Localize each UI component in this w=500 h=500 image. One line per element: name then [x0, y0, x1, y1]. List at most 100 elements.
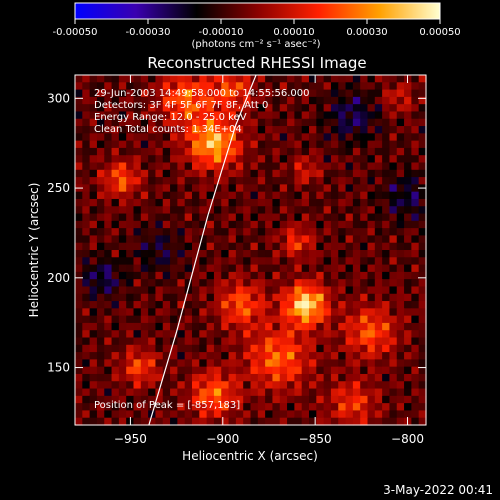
heatmap-cell — [309, 264, 317, 273]
heatmap-cell — [206, 140, 215, 149]
heatmap-cell — [352, 286, 361, 295]
heatmap-cell — [104, 147, 113, 156]
heatmap-cell — [411, 198, 420, 207]
heatmap-cell — [374, 279, 383, 288]
heatmap-cell — [323, 279, 332, 288]
heatmap-cell — [140, 177, 149, 185]
heatmap-cell — [235, 403, 244, 412]
heatmap-cell — [206, 155, 215, 164]
heatmap-cell — [418, 250, 427, 258]
heatmap-cell — [294, 82, 303, 91]
heatmap-cell — [82, 395, 91, 404]
heatmap-cell — [287, 162, 295, 171]
heatmap-cell — [96, 133, 105, 142]
heatmap-cell — [272, 104, 281, 113]
heatmap-cell — [75, 228, 83, 237]
heatmap-cell — [192, 162, 200, 171]
heatmap-cell — [170, 184, 178, 193]
heatmap-cell — [250, 410, 259, 419]
heatmap-cell — [250, 417, 259, 426]
heatmap-cell — [118, 184, 127, 193]
heatmap-cell — [89, 235, 98, 244]
heatmap-cell — [279, 104, 288, 113]
heatmap-cell — [272, 352, 281, 360]
heatmap-cell — [404, 308, 412, 317]
heatmap-cell — [96, 96, 105, 105]
heatmap-cell — [118, 220, 127, 229]
heatmap-cell — [206, 264, 215, 273]
heatmap-cell — [213, 410, 222, 419]
heatmap-cell — [206, 104, 215, 113]
heatmap-cell — [418, 82, 427, 91]
heatmap-cell — [206, 366, 215, 375]
heatmap-cell — [382, 89, 391, 98]
heatmap-cell — [360, 89, 369, 98]
heatmap-cell — [228, 359, 237, 368]
heatmap-cell — [360, 220, 369, 229]
heatmap-cell — [192, 293, 200, 302]
heatmap-cell — [257, 322, 266, 331]
heatmap-cell — [221, 337, 230, 346]
heatmap-cell — [265, 315, 274, 324]
heatmap-cell — [206, 228, 215, 237]
heatmap-cell — [374, 271, 383, 280]
heatmap-cell — [118, 82, 127, 91]
heatmap-cell — [148, 155, 157, 164]
heatmap-cell — [352, 257, 361, 266]
heatmap-cell — [111, 395, 120, 404]
heatmap-cell — [89, 155, 98, 164]
heatmap-cell — [316, 279, 325, 288]
heatmap-cell — [316, 162, 325, 171]
heatmap-cell — [418, 344, 427, 353]
heatmap-cell — [257, 271, 266, 280]
heatmap-cell — [382, 82, 391, 91]
heatmap-cell — [301, 191, 310, 200]
heatmap-cell — [301, 417, 310, 426]
heatmap-cell — [140, 140, 149, 149]
heatmap-cell — [309, 381, 317, 390]
heatmap-cell — [345, 126, 354, 134]
heatmap-cell — [309, 198, 317, 207]
heatmap-cell — [316, 301, 325, 309]
heatmap-cell — [177, 403, 186, 412]
heatmap-cell — [382, 104, 391, 113]
heatmap-cell — [221, 228, 230, 237]
heatmap-cell — [374, 235, 383, 244]
heatmap-cell — [382, 198, 391, 207]
heatmap-cell — [206, 82, 215, 91]
heatmap-cell — [360, 213, 369, 222]
heatmap-cell — [111, 271, 120, 280]
heatmap-cell — [199, 89, 208, 98]
heatmap-cell — [382, 213, 391, 222]
heatmap-cell — [250, 366, 259, 375]
heatmap-cell — [170, 162, 178, 171]
heatmap-cell — [382, 206, 391, 215]
heatmap-cell — [221, 410, 230, 419]
heatmap-cell — [221, 264, 230, 273]
heatmap-cell — [323, 198, 332, 207]
heatmap-cell — [243, 242, 252, 251]
heatmap-cell — [367, 403, 376, 412]
heatmap-cell — [309, 133, 317, 142]
heatmap-cell — [192, 330, 200, 339]
heatmap-cell — [184, 403, 193, 412]
heatmap-cell — [272, 140, 281, 149]
heatmap-cell — [396, 82, 405, 91]
heatmap-cell — [192, 301, 200, 309]
heatmap-cell — [382, 133, 391, 142]
heatmap-cell — [396, 410, 405, 419]
heatmap-cell — [265, 220, 274, 229]
heatmap-cell — [287, 293, 295, 302]
heatmap-cell — [360, 308, 369, 317]
heatmap-cell — [192, 388, 200, 397]
heatmap-cell — [111, 373, 120, 382]
heatmap-cell — [309, 228, 317, 237]
heatmap-cell — [213, 147, 222, 156]
heatmap-cell — [418, 264, 427, 273]
heatmap-cell — [323, 293, 332, 302]
heatmap-cell — [192, 286, 200, 295]
heatmap-cell — [126, 228, 135, 237]
heatmap-cell — [133, 118, 142, 127]
heatmap-cell — [396, 147, 405, 156]
heatmap-cell — [279, 279, 288, 288]
